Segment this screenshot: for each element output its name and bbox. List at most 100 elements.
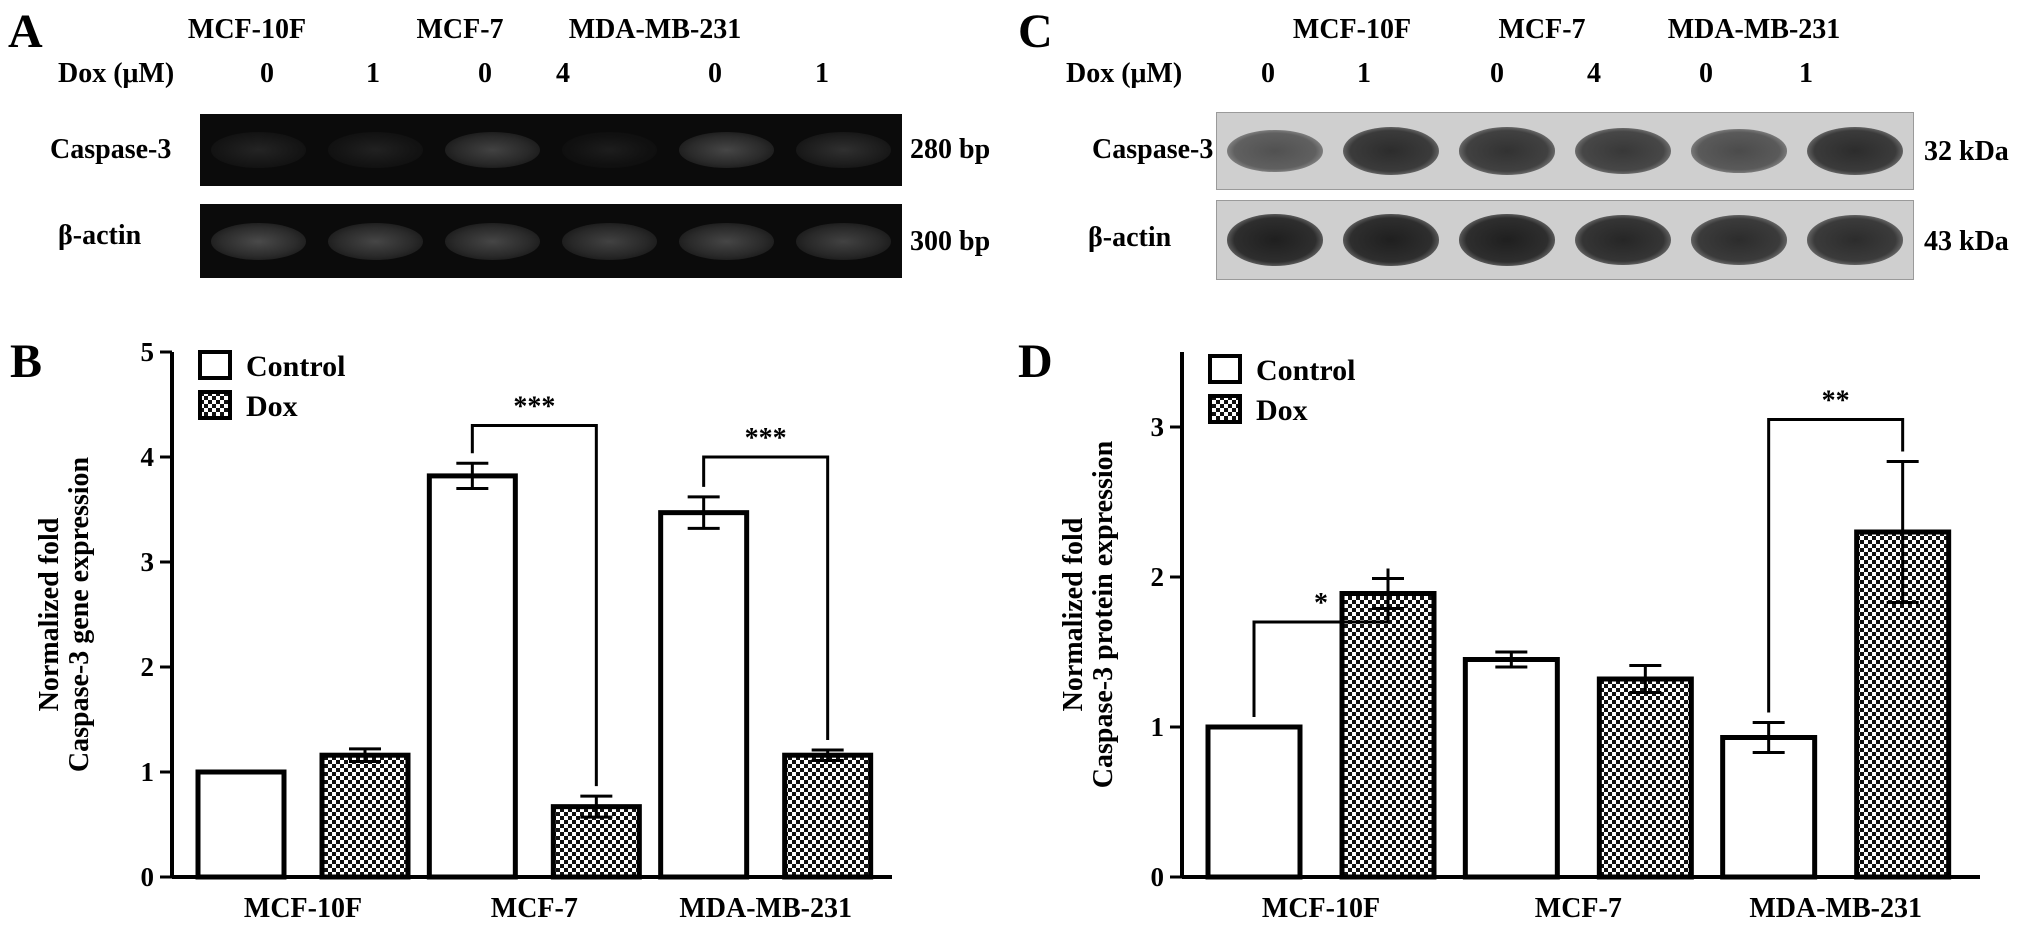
- blot-band: [1807, 126, 1903, 176]
- y-axis-label: Caspase-3 gene expression: [64, 456, 95, 772]
- gel-band: [327, 132, 424, 168]
- panel-label-d: D: [1018, 335, 1053, 388]
- panel-a-dose: 0: [260, 58, 274, 89]
- y-tick-label: 2: [141, 652, 155, 682]
- panel-c-dose: 0: [1261, 58, 1275, 89]
- panel-c-row-label-caspase3: Caspase-3: [1092, 134, 1214, 165]
- panel-c-row-label-bactin: β-actin: [1088, 222, 1172, 253]
- panel-a-size-300bp: 300 bp: [910, 226, 991, 257]
- blot-caspase3: [1216, 112, 1914, 190]
- panel-a-dose-label: Dox (μM): [58, 58, 175, 89]
- blot-band: [1227, 129, 1323, 173]
- legend-label: Dox: [1256, 394, 1308, 427]
- bar-control: [426, 473, 518, 880]
- chart-b-caspase3-gene-expression: 0 1 2 3 4 5 Normalized fold Caspase-3 gene expr…: [34, 337, 892, 924]
- panel-a-dose: 0: [478, 58, 492, 89]
- bar-control: [658, 510, 750, 880]
- y-tick-label: 3: [141, 547, 155, 577]
- blot-band: [1227, 214, 1323, 266]
- panel-c-dose: 0: [1490, 58, 1504, 89]
- bar-dox: [1339, 591, 1437, 880]
- significance-label: ***: [513, 392, 555, 423]
- blot-beta-actin: [1216, 200, 1914, 280]
- y-tick-label: 3: [1151, 412, 1165, 442]
- panel-c-size-43kda: 43 kDa: [1924, 226, 2009, 257]
- y-axis-label: Caspase-3 protein expression: [1088, 440, 1119, 788]
- legend-swatch-control: [1208, 354, 1242, 384]
- blot-band: [1807, 215, 1903, 265]
- gel-band: [795, 132, 892, 168]
- panel-a-dose: 1: [815, 58, 829, 89]
- legend-swatch-dox: [1208, 394, 1242, 424]
- y-axis-label: Normalized fold: [34, 517, 65, 711]
- panel-a-row-label-caspase3: Caspase-3: [50, 134, 172, 165]
- gel-band: [210, 132, 307, 168]
- blot-band: [1575, 127, 1671, 175]
- x-category-label: MCF-7: [491, 893, 578, 924]
- blot-band: [1343, 126, 1439, 176]
- legend-label: Control: [246, 350, 345, 383]
- gel-band: [210, 222, 307, 260]
- blot-band: [1691, 129, 1787, 173]
- significance-label: ***: [745, 423, 787, 454]
- significance-bracket: [1252, 568, 1390, 717]
- panel-c-size-32kda: 32 kDa: [1924, 136, 2009, 167]
- legend-label: Dox: [246, 390, 298, 423]
- y-tick-label: 2: [1151, 562, 1165, 592]
- panel-c-dose: 0: [1699, 58, 1713, 89]
- blot-band: [1343, 214, 1439, 266]
- panel-a-cell-line-mcf7: MCF-7: [416, 14, 504, 45]
- gel-band: [678, 132, 775, 168]
- panel-a-size-280bp: 280 bp: [910, 134, 991, 165]
- panel-a-cell-line-mcf10f: MCF-10F: [187, 14, 307, 45]
- gel-band: [561, 222, 658, 260]
- panel-a-row-label-bactin: β-actin: [58, 220, 142, 251]
- significance-bracket: [1767, 418, 1905, 713]
- panel-c-dose-label: Dox (μM): [1066, 58, 1183, 89]
- panel-a-dose: 1: [366, 58, 380, 89]
- bar-control: [195, 769, 287, 880]
- panel-label-b: B: [10, 335, 43, 388]
- gel-band: [678, 222, 775, 260]
- x-category-label: MCF-10F: [1262, 893, 1380, 924]
- y-tick-label: 4: [141, 442, 155, 472]
- y-tick-label: 0: [141, 862, 155, 892]
- bar-dox: [319, 752, 411, 880]
- panel-c-dose: 1: [1357, 58, 1371, 89]
- panel-c-dose: 4: [1587, 58, 1601, 89]
- significance-bracket: [702, 455, 830, 740]
- panel-a-dose: 0: [708, 58, 722, 89]
- bar-dox: [782, 752, 874, 880]
- legend-label: Control: [1256, 354, 1355, 387]
- blot-band: [1459, 127, 1555, 175]
- panel-label-a: A: [8, 5, 43, 58]
- gel-caspase3: [200, 114, 902, 186]
- y-tick-label: 1: [1151, 712, 1165, 742]
- blot-band: [1459, 214, 1555, 266]
- significance-label: **: [1822, 386, 1850, 417]
- gel-band: [327, 222, 424, 260]
- gel-band: [795, 222, 892, 260]
- x-category-label: MDA-MB-231: [679, 893, 852, 924]
- significance-bracket: [470, 424, 598, 787]
- blot-band: [1575, 214, 1671, 266]
- blot-band: [1691, 215, 1787, 265]
- y-tick-label: 5: [141, 337, 155, 367]
- x-category-label: MCF-10F: [244, 893, 362, 924]
- bar-control: [1720, 735, 1818, 880]
- significance-label: *: [1314, 588, 1328, 619]
- bar-control: [1462, 657, 1560, 880]
- bar-control: [1205, 724, 1303, 880]
- chart-d-caspase3-protein-expression: 0 1 2 3 Normalized fold Caspase-3 protein exp…: [1058, 352, 1980, 924]
- legend-swatch-control: [198, 350, 232, 380]
- panel-c-cell-line-mdamb231: MDA-MB-231: [1667, 14, 1841, 45]
- panel-a-cell-line-mdamb231: MDA-MB-231: [568, 14, 742, 45]
- y-tick-label: 1: [141, 757, 155, 787]
- y-axis-label: Normalized fold: [1058, 517, 1089, 711]
- panel-c-dose: 1: [1799, 58, 1813, 89]
- x-category-label: MCF-7: [1535, 893, 1622, 924]
- bar-dox: [1596, 676, 1694, 880]
- panel-label-c: C: [1018, 5, 1053, 58]
- panel-c-cell-line-mcf10f: MCF-10F: [1292, 14, 1412, 45]
- gel-beta-actin: [200, 204, 902, 278]
